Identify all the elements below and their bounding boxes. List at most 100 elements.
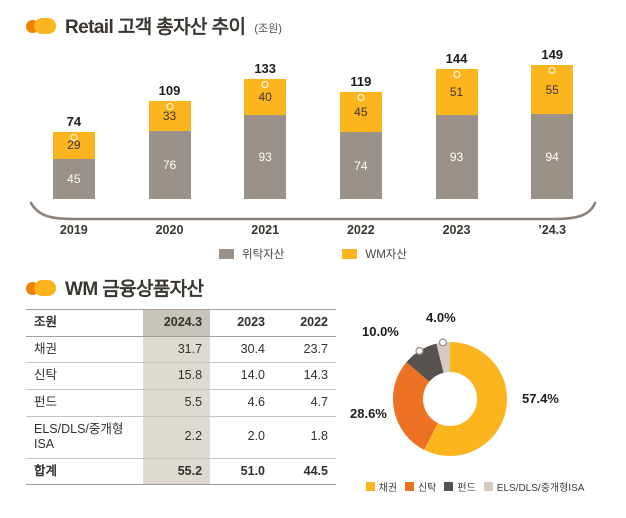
wm-products-donut-panel: 57.4% 28.6% 10.0% 4.0% 채권 신탁 펀드 ELS/DLS/중개형… xyxy=(350,309,600,494)
bar-chart-legend: 위탁자산 WM자산 xyxy=(26,246,600,262)
bar-total-label: 144 xyxy=(445,51,468,67)
wm-asset-segment: 33 xyxy=(148,100,191,131)
legend-swatch xyxy=(219,249,235,259)
row-label: 합계 xyxy=(34,463,58,478)
legend-swatch xyxy=(365,482,375,491)
row-label: 펀드 xyxy=(34,394,58,409)
brokerage-asset-value: 93 xyxy=(449,150,464,165)
wm-products-body: 조원 2024.3 2023 2022 채권 31.7 30.4 23.7 신탁 15.8 14.0… xyxy=(26,309,600,494)
legend-label: 펀드 xyxy=(457,483,476,494)
legend-item: 펀드 xyxy=(444,479,476,494)
legend-swatch xyxy=(483,482,493,491)
section1-header: Retail 고객 총자산 추이 (조원) xyxy=(26,12,600,39)
legend-label: WM자산 xyxy=(365,249,407,261)
cell-value: 14.3 xyxy=(303,368,328,383)
row-label: ELS/DLS/중개형ISA xyxy=(34,421,124,452)
bar-stack: 29 45 xyxy=(52,132,95,199)
cell-value: 15.8 xyxy=(143,362,211,390)
x-axis-labels: 2019 2020 2021 2022 2023 ’24.3 xyxy=(26,222,600,237)
bar-top-marker xyxy=(261,81,269,89)
wm-asset-segment: 51 xyxy=(435,69,478,116)
wm-asset-segment: 40 xyxy=(244,79,287,116)
bar-stack: 51 93 xyxy=(435,69,478,199)
cell-value: 23.7 xyxy=(303,341,328,356)
cell-value: 4.7 xyxy=(310,394,328,409)
wm-asset-value: 40 xyxy=(258,90,272,105)
x-axis-label: 2019 xyxy=(59,223,88,237)
x-axis-label: ’24.3 xyxy=(538,223,567,237)
bar-group: 119 45 74 xyxy=(313,74,409,199)
legend-item: 신탁 xyxy=(404,479,437,494)
bar-stack: 45 74 xyxy=(339,91,382,199)
legend-item: 채권 xyxy=(365,479,397,494)
section-bullet-icon xyxy=(26,279,56,296)
section2-title: WM 금융상품자산 xyxy=(65,279,204,300)
legend-label: 신탁 xyxy=(417,483,437,494)
donut-pct-bonds: 57.4% xyxy=(522,391,559,406)
legend-item: WM자산 xyxy=(342,246,407,262)
legend-swatch xyxy=(342,249,358,259)
table-row: ELS/DLS/중개형ISA 2.2 2.0 1.8 xyxy=(26,416,336,459)
donut-slice-신탁 xyxy=(393,342,507,456)
donut-pct-els: 4.0% xyxy=(426,310,456,325)
donut-pct-trust: 28.6% xyxy=(350,406,387,421)
bar-group: 149 55 94 xyxy=(504,47,600,199)
connector-dot xyxy=(415,346,424,355)
donut-pct-funds: 10.0% xyxy=(362,324,399,339)
brokerage-asset-value: 93 xyxy=(258,150,272,165)
bar-group: 144 51 93 xyxy=(409,51,505,199)
bar-total-label: 119 xyxy=(350,73,372,89)
bar-top-marker xyxy=(357,93,365,101)
wm-asset-value: 55 xyxy=(545,82,559,97)
year-header: 2024.3 xyxy=(143,309,211,337)
legend-swatch xyxy=(404,482,414,491)
bar-top-marker xyxy=(453,71,461,79)
cell-value: 5.5 xyxy=(143,389,211,416)
year-header: 2022 xyxy=(300,315,328,329)
legend-label: 위탁자산 xyxy=(242,249,285,261)
cell-value: 2.2 xyxy=(143,416,211,459)
x-axis-label: 2022 xyxy=(346,223,375,237)
bar-total-label: 109 xyxy=(158,82,181,98)
section-bullet-icon xyxy=(26,17,56,34)
brokerage-asset-value: 45 xyxy=(67,171,81,186)
baseline-curve xyxy=(29,201,597,221)
table-row: 합계 55.2 51.0 44.5 xyxy=(26,458,336,485)
bar-top-marker xyxy=(166,102,173,110)
cell-value: 2.0 xyxy=(247,429,266,444)
bar-top-marker xyxy=(70,134,78,142)
bar-columns: 74 29 45 109 33 76 133 40 93 119 45 74 144 51 93 149 55 9… xyxy=(26,43,600,199)
bar-total-label: 74 xyxy=(66,114,82,130)
donut-chart xyxy=(393,338,507,456)
bar-stack: 40 93 xyxy=(244,79,287,199)
wm-asset-value: 51 xyxy=(449,85,464,100)
connector-dot xyxy=(438,338,447,347)
section2-header: WM 금융상품자산 xyxy=(26,274,600,301)
legend-swatch xyxy=(444,482,454,491)
retail-assets-bar-chart: 74 29 45 109 33 76 133 40 93 119 45 74 144 51 93 149 55 9… xyxy=(26,43,600,262)
bar-stack: 33 76 xyxy=(148,100,191,199)
brokerage-asset-value: 74 xyxy=(354,158,368,173)
legend-item: 위탁자산 xyxy=(219,246,284,262)
table-header-row: 조원 2024.3 2023 2022 xyxy=(26,309,336,337)
cell-value: 44.5 xyxy=(303,463,328,478)
table-row: 채권 31.7 30.4 23.7 xyxy=(26,336,336,363)
cell-value: 1.8 xyxy=(310,429,328,444)
cell-value: 4.6 xyxy=(247,394,266,409)
x-axis-label: 2020 xyxy=(155,223,184,237)
bar-total-label: 133 xyxy=(254,61,277,77)
unit-header: 조원 xyxy=(34,315,58,329)
section1-title: Retail 고객 총자산 추이 xyxy=(65,17,246,38)
bar-group: 133 40 93 xyxy=(217,61,313,199)
legend-label: 채권 xyxy=(378,483,397,494)
wm-products-table: 조원 2024.3 2023 2022 채권 31.7 30.4 23.7 신탁 15.8 14.0… xyxy=(26,309,336,485)
brokerage-asset-segment: 76 xyxy=(148,130,191,199)
brokerage-asset-value: 76 xyxy=(162,157,177,172)
legend-item: ELS/DLS/중개형ISA xyxy=(483,479,584,494)
retail-assets-section: Retail 고객 총자산 추이 (조원) 74 29 45 109 33 76 133 40… xyxy=(26,12,600,262)
wm-asset-value: 29 xyxy=(67,138,81,153)
brokerage-asset-segment: 93 xyxy=(435,115,478,199)
table-row: 펀드 5.5 4.6 4.7 xyxy=(26,389,336,416)
brokerage-asset-value: 94 xyxy=(545,149,559,164)
